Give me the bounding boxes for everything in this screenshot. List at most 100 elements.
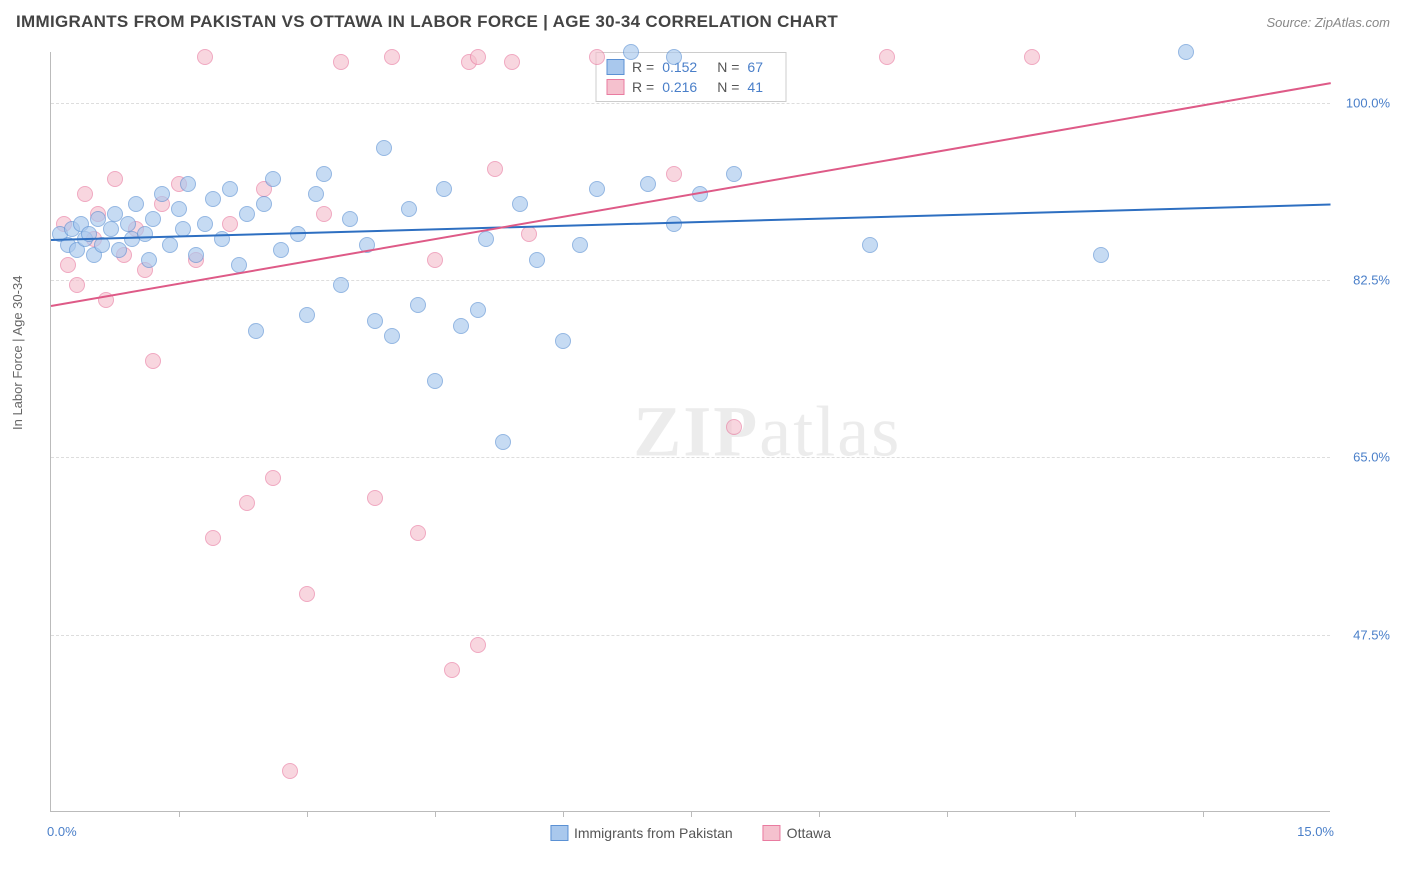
data-point (197, 49, 213, 65)
data-point (180, 176, 196, 192)
data-point (222, 181, 238, 197)
data-point (145, 211, 161, 227)
chart-container: IMMIGRANTS FROM PAKISTAN VS OTTAWA IN LA… (0, 0, 1406, 892)
data-point (410, 297, 426, 313)
r-label: R = (632, 59, 654, 75)
legend-row-series1: R = 0.152 N = 67 (606, 57, 775, 77)
header: IMMIGRANTS FROM PAKISTAN VS OTTAWA IN LA… (16, 12, 1390, 32)
data-point (572, 237, 588, 253)
data-point (333, 54, 349, 70)
gridline-h (51, 280, 1330, 281)
data-point (453, 318, 469, 334)
data-point (726, 419, 742, 435)
data-point (384, 49, 400, 65)
watermark: ZIPatlas (633, 390, 901, 473)
data-point (316, 166, 332, 182)
data-point (470, 302, 486, 318)
n-label: N = (717, 79, 739, 95)
x-tick (947, 811, 948, 817)
data-point (529, 252, 545, 268)
watermark-atlas: atlas (759, 391, 901, 471)
x-tick (563, 811, 564, 817)
n-value-1: 67 (747, 59, 763, 75)
data-point (589, 181, 605, 197)
x-tick (179, 811, 180, 817)
x-tick (307, 811, 308, 817)
legend-item-series2: Ottawa (763, 825, 831, 841)
plot-area: ZIPatlas R = 0.152 N = 67 R = 0.216 N = … (50, 52, 1330, 812)
data-point (376, 140, 392, 156)
x-tick (1075, 811, 1076, 817)
data-point (128, 196, 144, 212)
data-point (162, 237, 178, 253)
data-point (120, 216, 136, 232)
data-point (308, 186, 324, 202)
data-point (77, 186, 93, 202)
y-axis-label: In Labor Force | Age 30-34 (10, 276, 25, 430)
data-point (1178, 44, 1194, 60)
data-point (256, 196, 272, 212)
data-point (666, 166, 682, 182)
data-point (154, 186, 170, 202)
x-axis-end-label: 15.0% (1297, 824, 1334, 839)
data-point (69, 277, 85, 293)
data-point (333, 277, 349, 293)
x-tick (1203, 811, 1204, 817)
data-point (222, 216, 238, 232)
data-point (726, 166, 742, 182)
data-point (478, 231, 494, 247)
swatch-series1 (606, 59, 624, 75)
data-point (384, 328, 400, 344)
r-label: R = (632, 79, 654, 95)
data-point (512, 196, 528, 212)
data-point (640, 176, 656, 192)
series2-name: Ottawa (787, 825, 831, 841)
gridline-h (51, 103, 1330, 104)
data-point (282, 763, 298, 779)
data-point (299, 586, 315, 602)
swatch-series1-bottom (550, 825, 568, 841)
y-tick-label: 82.5% (1335, 273, 1390, 288)
gridline-h (51, 635, 1330, 636)
data-point (265, 171, 281, 187)
series1-name: Immigrants from Pakistan (574, 825, 733, 841)
x-tick (435, 811, 436, 817)
data-point (103, 221, 119, 237)
data-point (666, 49, 682, 65)
r-value-2: 0.216 (662, 79, 697, 95)
data-point (273, 242, 289, 258)
source-attribution: Source: ZipAtlas.com (1266, 15, 1390, 30)
data-point (470, 637, 486, 653)
data-point (666, 216, 682, 232)
data-point (1093, 247, 1109, 263)
data-point (862, 237, 878, 253)
data-point (290, 226, 306, 242)
data-point (137, 226, 153, 242)
data-point (367, 490, 383, 506)
data-point (555, 333, 571, 349)
data-point (265, 470, 281, 486)
data-point (171, 201, 187, 217)
data-point (470, 49, 486, 65)
swatch-series2 (606, 79, 624, 95)
data-point (436, 181, 452, 197)
data-point (316, 206, 332, 222)
data-point (299, 307, 315, 323)
x-tick (819, 811, 820, 817)
data-point (205, 191, 221, 207)
data-point (427, 252, 443, 268)
correlation-legend: R = 0.152 N = 67 R = 0.216 N = 41 (595, 52, 786, 102)
data-point (401, 201, 417, 217)
y-tick-label: 65.0% (1335, 450, 1390, 465)
n-label: N = (717, 59, 739, 75)
data-point (427, 373, 443, 389)
data-point (504, 54, 520, 70)
data-point (239, 495, 255, 511)
y-tick-label: 100.0% (1335, 95, 1390, 110)
legend-row-series2: R = 0.216 N = 41 (606, 77, 775, 97)
data-point (367, 313, 383, 329)
y-tick-label: 47.5% (1335, 627, 1390, 642)
data-point (145, 353, 161, 369)
data-point (589, 49, 605, 65)
data-point (248, 323, 264, 339)
